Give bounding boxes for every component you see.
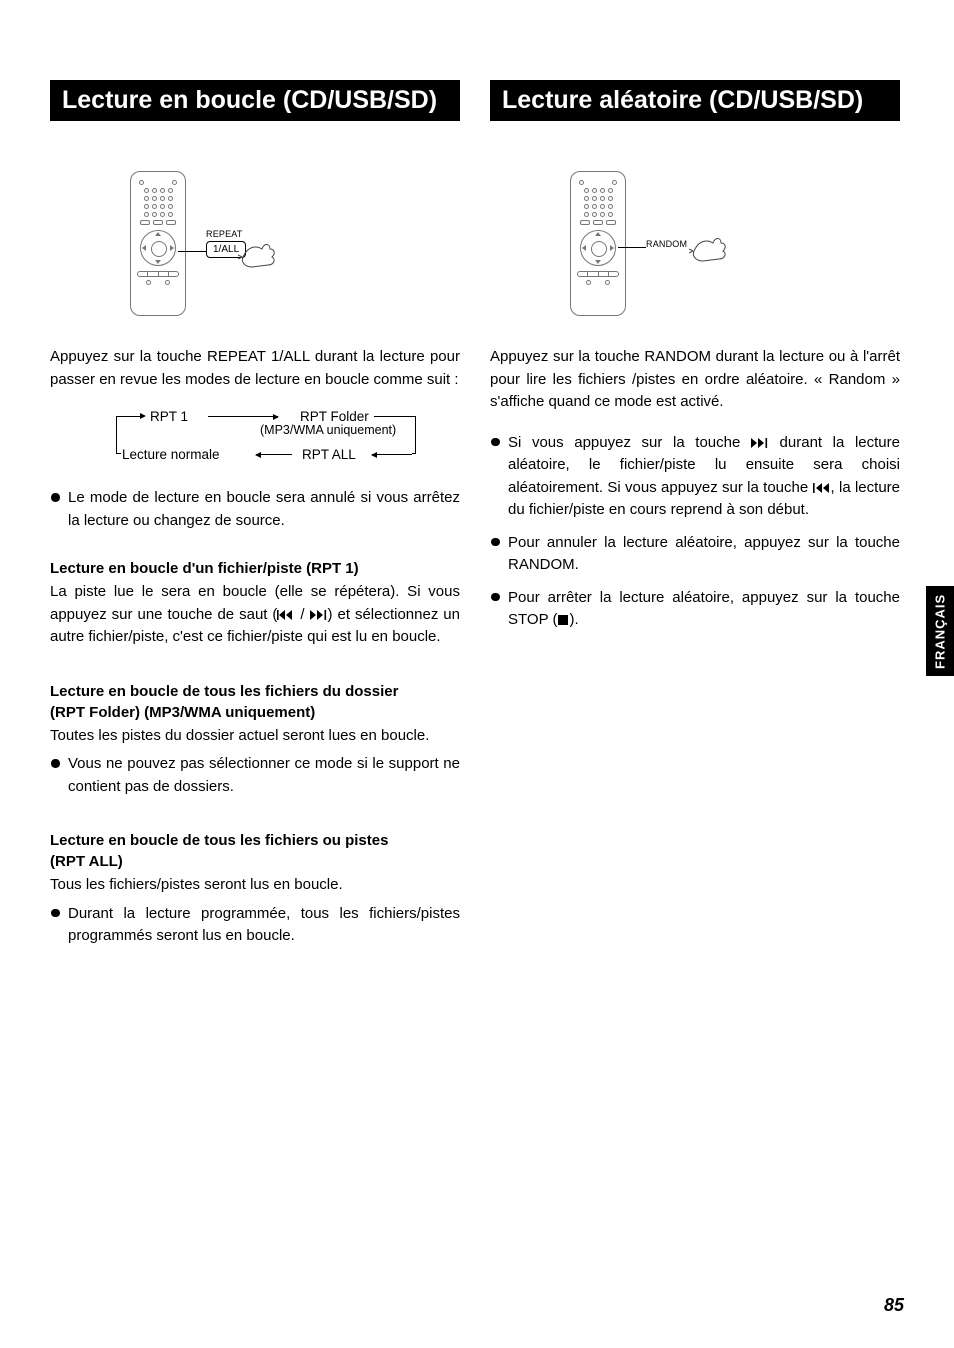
right-b1a: Si vous appuyez sur la touche	[508, 434, 751, 451]
sec2-bullets: Vous ne pouvez pas sélectionner ce mode …	[50, 753, 460, 798]
sec2-body: Toutes les pistes du dossier actuel sero…	[50, 725, 460, 748]
right-heading: Lecture aléatoire (CD/USB/SD)	[490, 80, 900, 121]
sec2-bullet: Vous ne pouvez pas sélectionner ce mode …	[50, 753, 460, 798]
right-b1: Si vous appuyez sur la touche durant la …	[490, 432, 900, 522]
skip-prev-icon	[813, 483, 831, 493]
hand-icon	[238, 241, 278, 278]
bullet-cancel: Le mode de lecture en boucle sera annulé…	[50, 487, 460, 532]
skip-next-icon	[310, 610, 328, 620]
callout-label: REPEAT	[206, 229, 243, 239]
remote-outline	[130, 171, 186, 316]
sec2-title-a: Lecture en boucle de tous les fichiers d…	[50, 683, 460, 700]
sec3-title-a: Lecture en boucle de tous les fichiers o…	[50, 832, 460, 849]
sec3-bullet: Durant la lecture programmée, tous les f…	[50, 903, 460, 948]
cycle-rpt1: RPT 1	[150, 409, 188, 424]
language-tab: FRANÇAIS	[926, 586, 954, 676]
left-column: Lecture en boucle (CD/USB/SD) REPEAT 1/A…	[50, 80, 460, 966]
right-b3: Pour arrêter la lecture aléatoire, appuy…	[490, 587, 900, 632]
right-bullets: Si vous appuyez sur la touche durant la …	[490, 432, 900, 632]
skip-next-icon	[751, 438, 769, 448]
sec3-title-b: (RPT ALL)	[50, 853, 460, 870]
right-column: Lecture aléatoire (CD/USB/SD) RANDOM	[490, 80, 900, 966]
page: Lecture en boucle (CD/USB/SD) REPEAT 1/A…	[0, 0, 954, 1006]
right-b3b: ).	[569, 611, 578, 628]
remote-target-row-right	[577, 271, 619, 277]
left-intro: Appuyez sur la touche REPEAT 1/ALL duran…	[50, 346, 460, 391]
remote-figure-left: REPEAT 1/ALL	[130, 171, 460, 316]
sec3-body: Tous les fichiers/pistes seront lus en b…	[50, 874, 460, 897]
right-intro: Appuyez sur la touche RANDOM durant la l…	[490, 346, 900, 414]
remote-figure-right: RANDOM	[570, 171, 900, 316]
callout-random: RANDOM	[646, 239, 687, 249]
repeat-cycle-diagram: RPT 1 RPT Folder (MP3/WMA uniquement) Le…	[92, 409, 418, 465]
callout-label-random: RANDOM	[646, 239, 687, 249]
hand-icon-right	[689, 235, 729, 272]
callout-repeat: REPEAT 1/ALL	[206, 229, 246, 258]
right-b2: Pour annuler la lecture aléatoire, appuy…	[490, 532, 900, 577]
cycle-mp3note: (MP3/WMA uniquement)	[260, 423, 396, 437]
sec2-title-b: (RPT Folder) (MP3/WMA uniquement)	[50, 704, 460, 721]
stop-icon	[558, 615, 568, 625]
page-number: 85	[884, 1295, 904, 1316]
left-bullets-1: Le mode de lecture en boucle sera annulé…	[50, 487, 460, 532]
cycle-rptall: RPT ALL	[302, 447, 356, 462]
skip-prev-icon	[277, 610, 295, 620]
remote-outline-right	[570, 171, 626, 316]
remote-target-row	[137, 271, 179, 277]
sec1-body: La piste lue le sera en boucle (elle se …	[50, 581, 460, 649]
sec1-title: Lecture en boucle d'un fichier/piste (RP…	[50, 560, 460, 577]
left-heading: Lecture en boucle (CD/USB/SD)	[50, 80, 460, 121]
sec3-bullets: Durant la lecture programmée, tous les f…	[50, 903, 460, 948]
cycle-normal: Lecture normale	[122, 447, 220, 462]
cycle-rptfolder: RPT Folder	[300, 409, 369, 424]
